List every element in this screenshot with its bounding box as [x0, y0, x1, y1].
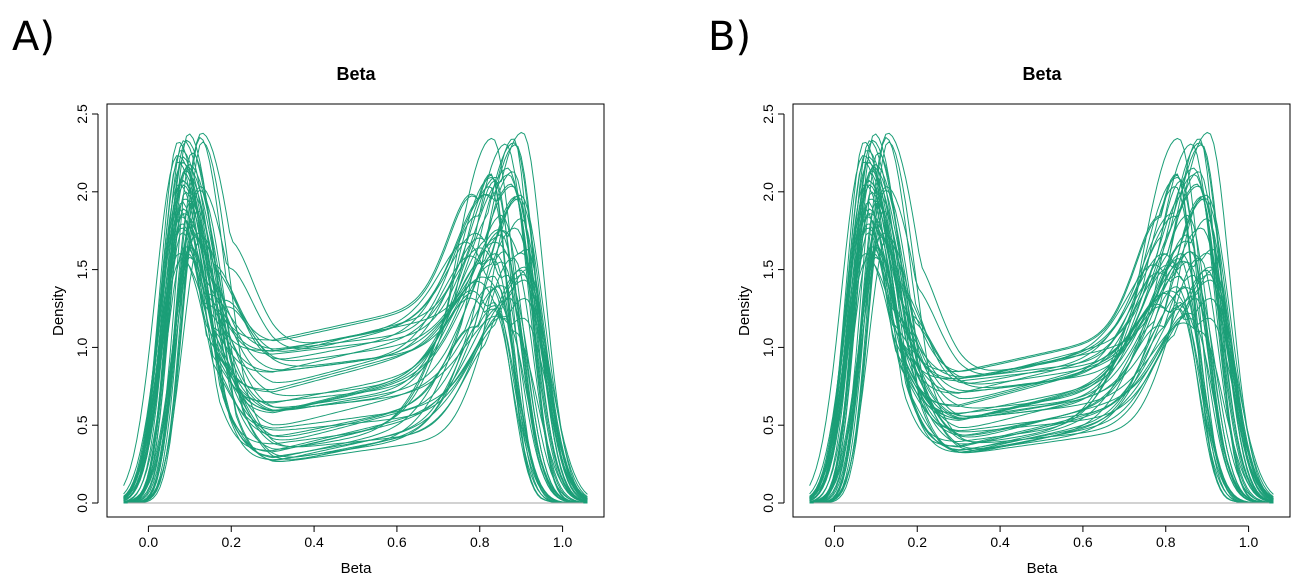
- panel-b-density-curve: [809, 179, 1274, 500]
- panel-a-density-curve: [123, 232, 588, 504]
- panel-a-density-curve: [123, 208, 588, 504]
- panel-b: B) Beta 0.0 0.2 0.4 0.6 0.8 1.0 0.0 0.5 1.0 1.5 2…: [708, 14, 1291, 577]
- panel-b-x-tick-label: 0.2: [908, 534, 928, 550]
- panel-b-x-tick-label: 0.0: [825, 534, 845, 550]
- panel-a-density-curve: [123, 183, 588, 503]
- panel-a-density-curve: [123, 133, 588, 504]
- panel-a-density-curve: [123, 185, 588, 504]
- panel-a-y-tick-label: 0.5: [74, 415, 90, 435]
- panel-b-density-curve: [809, 232, 1274, 504]
- panel-a-density-curve: [123, 136, 588, 504]
- panel-a-x-tick-label: 0.0: [139, 534, 159, 550]
- panel-a-x-tick-label: 0.2: [222, 534, 242, 550]
- panel-b-density-curve: [809, 163, 1274, 503]
- panel-b-density-curve: [809, 227, 1274, 504]
- panel-a-label: A): [12, 14, 55, 60]
- panel-a-density-curve: [123, 155, 588, 503]
- panel-a-density-curve: [123, 161, 588, 502]
- panel-b-x-axis: 0.0 0.2 0.4 0.6 0.8 1.0: [825, 525, 1259, 550]
- panel-b-y-tick-label: 1.0: [760, 337, 776, 357]
- panel-b-y-tick-label: 0.5: [760, 415, 776, 435]
- panel-b-density-curve: [809, 132, 1274, 504]
- panel-a-density-curve: [123, 142, 588, 504]
- panel-b-title: Beta: [1022, 64, 1062, 84]
- panel-b-plot-frame: [792, 103, 1291, 518]
- panel-b-density-curve: [809, 131, 1274, 504]
- panel-a-density-curve: [123, 140, 588, 504]
- panel-a-density-curve: [123, 208, 588, 504]
- panel-b-y-tick-label: 1.5: [760, 260, 776, 280]
- panel-a: A) Beta 0.0 0.2 0.4 0.6 0.8 1.0 0.0 0.5 1.0 1.5 2…: [12, 14, 605, 577]
- panel-b-density-curve: [809, 236, 1274, 504]
- panel-b-density-curve: [809, 133, 1274, 504]
- panel-b-density-curve: [809, 138, 1274, 504]
- panel-a-density-curve: [123, 131, 588, 504]
- panel-b-density-curve: [809, 179, 1274, 504]
- panel-a-density-curve: [123, 161, 588, 504]
- panel-b-y-axis: 0.0 0.5 1.0 1.5 2.0 2.5: [760, 104, 785, 513]
- panel-a-density-curve: [123, 152, 588, 504]
- panel-a-curves: [123, 131, 588, 504]
- panel-a-x-tick-label: 1.0: [553, 534, 573, 550]
- panel-b-density-curve: [809, 208, 1274, 504]
- panel-b-density-curve: [809, 136, 1274, 504]
- panel-a-plot-frame: [106, 103, 605, 518]
- panel-a-density-curve: [123, 132, 588, 504]
- panel-b-density-curve: [809, 141, 1274, 504]
- panel-a-y-tick-label: 1.0: [74, 337, 90, 357]
- panel-b-label: B): [708, 14, 751, 60]
- panel-b-density-curve: [809, 161, 1274, 504]
- panel-a-x-tick-label: 0.4: [304, 534, 324, 550]
- panel-a-y-tick-label: 2.5: [74, 104, 90, 124]
- panel-a-density-curve: [123, 225, 588, 504]
- panel-b-density-curve: [809, 150, 1274, 504]
- panel-b-density-curve: [809, 142, 1274, 504]
- panel-a-x-tick-label: 0.6: [387, 534, 407, 550]
- panel-b-curves: [809, 131, 1274, 504]
- panel-b-x-tick-label: 0.6: [1073, 534, 1093, 550]
- panel-b-density-curve: [809, 208, 1274, 504]
- panel-a-y-tick-label: 0.0: [74, 493, 90, 513]
- panel-b-density-curve: [809, 161, 1274, 502]
- panel-a-density-curve: [123, 163, 588, 503]
- panel-a-density-curve: [123, 179, 588, 504]
- panel-a-x-axis: 0.0 0.2 0.4 0.6 0.8 1.0: [139, 525, 573, 550]
- panel-a-density-curve: [123, 179, 588, 500]
- panel-b-y-tick-label: 2.0: [760, 182, 776, 202]
- panel-b-density-curve: [809, 185, 1274, 504]
- panel-b-y-tick-label: 0.0: [760, 493, 776, 513]
- panel-b-y-label: Density: [736, 285, 753, 336]
- panel-b-density-curve: [809, 140, 1274, 504]
- panel-a-x-tick-label: 0.8: [470, 534, 490, 550]
- panel-b-x-tick-label: 1.0: [1239, 534, 1259, 550]
- panel-a-y-tick-label: 1.5: [74, 260, 90, 280]
- panel-b-x-label: Beta: [1027, 560, 1059, 577]
- panel-a-y-tick-label: 2.0: [74, 182, 90, 202]
- panel-a-x-label: Beta: [341, 560, 373, 577]
- panel-b-x-tick-label: 0.8: [1156, 534, 1176, 550]
- panel-a-y-label: Density: [50, 285, 67, 336]
- panel-a-density-curve: [123, 210, 588, 504]
- panel-b-y-tick-label: 2.5: [760, 104, 776, 124]
- panel-b-x-tick-label: 0.4: [990, 534, 1010, 550]
- panel-b-density-curve: [809, 225, 1274, 504]
- panel-a-density-curve: [123, 150, 588, 504]
- panel-b-density-curve: [809, 152, 1274, 504]
- panel-a-title: Beta: [336, 64, 376, 84]
- panel-a-y-axis: 0.0 0.5 1.0 1.5 2.0 2.5: [74, 104, 99, 513]
